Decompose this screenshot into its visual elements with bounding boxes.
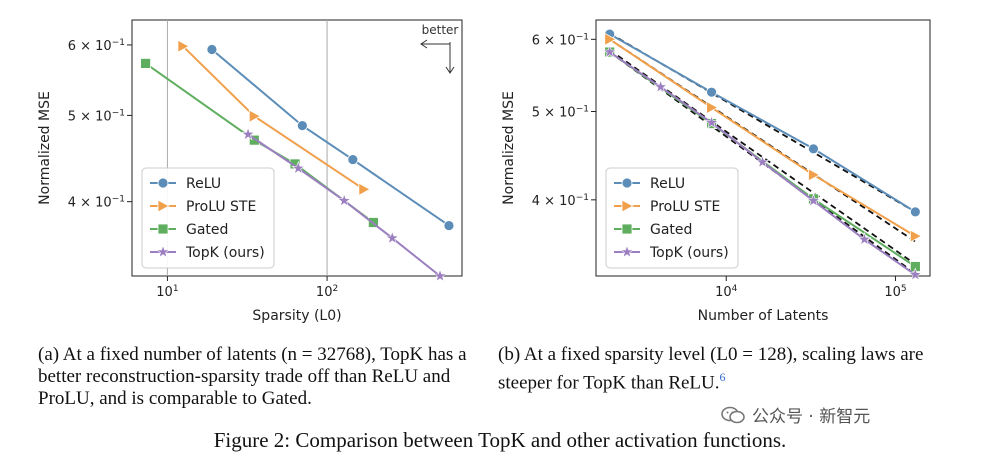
a-xlabel: Sparsity (L0) xyxy=(252,308,341,324)
a-data-point xyxy=(289,158,301,170)
a-legend-label: Gated xyxy=(186,222,228,238)
b-data-point xyxy=(909,229,923,243)
b-legend-marker xyxy=(621,199,634,213)
a-arrow-head xyxy=(445,66,455,74)
b-data-point xyxy=(706,86,717,98)
a-data-point xyxy=(241,126,256,141)
a-legend xyxy=(141,167,275,269)
a-data-point xyxy=(291,160,306,175)
a-xtick-label: 101 xyxy=(156,284,178,300)
b-legend-label: TopK (ours) xyxy=(649,245,729,261)
figure-title: Figure 2: Comparison between TopK and ot… xyxy=(213,428,787,452)
a-series-line xyxy=(211,48,450,227)
b-data-point xyxy=(909,206,921,218)
b-legend-marker xyxy=(621,177,633,189)
a-legend-label: ProLU STE xyxy=(186,199,256,215)
b-data-point xyxy=(653,79,668,93)
a-annotation: better xyxy=(422,23,459,37)
a-ylabel: Normalized MSE xyxy=(37,91,53,205)
b-data-point xyxy=(908,267,923,281)
b-data-point xyxy=(706,100,719,115)
watermark-text: 公众号 · 新智元 xyxy=(752,407,871,427)
a-xtick-label: 102 xyxy=(316,284,338,300)
caption-b: (b) At a fixed sparsity level (L0 = 128)… xyxy=(498,344,968,394)
b-legend-marker xyxy=(621,223,633,235)
caption-b-text: (b) At a fixed sparsity level (L0 = 128)… xyxy=(498,344,924,394)
b-fit-line xyxy=(609,32,916,213)
a-ytick-label: 5 × 10−1 xyxy=(68,108,125,124)
chart-latents: 104 105 6 × 10−1 5 × 10−1 4 × 10−1 Number of … xyxy=(501,19,931,324)
caption-a: (a) At a fixed number of latents (n = 32… xyxy=(38,344,467,409)
b-ytick-label: 4 × 10−1 xyxy=(532,193,589,209)
b-xlabel: Number of Latents xyxy=(698,308,829,324)
a-data-point xyxy=(433,268,448,283)
a-data-point xyxy=(248,109,262,123)
a-data-point xyxy=(443,220,455,231)
a-data-point xyxy=(296,120,308,131)
b-xtick-label: 104 xyxy=(715,284,738,300)
b-series-line xyxy=(609,33,916,213)
wechat-icon xyxy=(721,406,745,423)
b-data-point xyxy=(604,32,617,46)
b-ylabel: Normalized MSE xyxy=(501,91,517,205)
a-data-point xyxy=(358,182,371,196)
b-data-point xyxy=(808,143,819,155)
watermark: 公众号 · 新智元 xyxy=(720,402,870,427)
b-data-point xyxy=(602,44,617,59)
a-arrow-head xyxy=(420,39,428,49)
b-legend-label: Gated xyxy=(650,222,692,238)
b-legend-marker xyxy=(619,244,635,259)
a-data-point xyxy=(206,44,218,55)
a-data-point xyxy=(140,58,151,69)
chart-sparsity: 101 102 6 × 10−1 5 × 10−1 4 × 10−1 Sparsity (… xyxy=(37,19,463,324)
a-ytick-label: 6 × 10−1 xyxy=(68,38,125,54)
b-data-point xyxy=(857,231,872,246)
a-data-point xyxy=(248,134,260,146)
a-legend-marker xyxy=(155,244,171,259)
b-ytick-label: 5 × 10−1 xyxy=(532,104,589,120)
a-data-point xyxy=(177,39,190,53)
a-data-point xyxy=(385,230,400,245)
b-xtick-label: 105 xyxy=(884,284,906,300)
b-ytick-label: 6 × 10−1 xyxy=(532,32,589,48)
footnote-marker[interactable]: 6 xyxy=(719,370,726,384)
b-legend xyxy=(605,167,739,269)
a-legend-label: ReLU xyxy=(186,176,221,192)
b-series-line xyxy=(609,38,916,237)
a-legend-marker xyxy=(157,223,169,235)
a-data-point xyxy=(337,193,352,207)
b-data-point xyxy=(808,168,821,182)
a-data-point xyxy=(347,154,359,165)
a-ytick-label: 4 × 10−1 xyxy=(68,195,125,211)
b-data-point xyxy=(704,115,719,129)
b-legend-label: ReLU xyxy=(650,176,685,192)
a-legend-marker xyxy=(157,199,170,213)
a-legend-marker xyxy=(157,177,169,189)
b-data-point xyxy=(806,193,821,207)
b-data-point xyxy=(755,154,770,169)
a-legend-label: TopK (ours) xyxy=(185,245,265,261)
b-legend-label: ProLU STE xyxy=(650,199,720,215)
